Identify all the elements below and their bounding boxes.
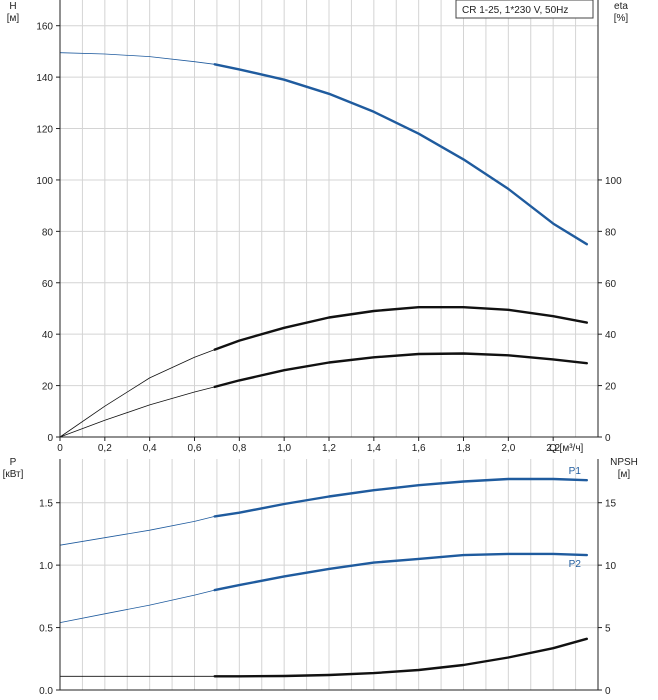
head-efficiency-series — [59, 52, 588, 438]
power-npsh-axes: 0.0 0.5 1.0 1.5 0 5 10 15 — [39, 459, 617, 697]
p-axis-unit: [кВт] — [3, 469, 24, 480]
series-0-1-thin — [59, 349, 215, 438]
series-0-2-line — [213, 352, 588, 389]
series-1-2-line — [213, 637, 588, 678]
left-tick-label: 0.5 — [39, 624, 53, 635]
left-tick-label: 100 — [36, 176, 53, 187]
right-tick-label: 80 — [605, 227, 617, 238]
x-tick-label: 0,4 — [143, 443, 157, 454]
head-efficiency-axes: 0 20 40 60 80 100 120 140 160 0 20 40 60 80 100 0 0,2 0,4… — [36, 0, 622, 454]
series-1-1-thin — [59, 589, 215, 623]
head-efficiency-grid — [59, 0, 599, 438]
x-tick-label: 1,2 — [322, 443, 336, 454]
series-0-2-thin — [59, 386, 215, 438]
eta-axis-unit: [%] — [614, 13, 629, 24]
x-tick-label: 0,8 — [232, 443, 246, 454]
right-tick-label: 15 — [605, 499, 617, 510]
h-axis-unit: [м] — [7, 13, 20, 24]
x-tick-label: 0 — [57, 443, 63, 454]
right-tick-label: 5 — [605, 624, 611, 635]
left-tick-label: 0.0 — [39, 686, 53, 697]
right-tick-label: 0 — [605, 433, 611, 444]
q-axis-unit: Q [м³/ч] — [549, 443, 584, 454]
left-tick-label: 1.0 — [39, 561, 53, 572]
series-1-1-line — [213, 552, 588, 592]
right-tick-label: 100 — [605, 176, 622, 187]
x-tick-label: 2,2 — [546, 443, 560, 454]
left-tick-label: 40 — [42, 330, 54, 341]
x-tick-label: 2,0 — [501, 443, 515, 454]
left-tick-label: 80 — [42, 227, 54, 238]
series-label-p1: P1 — [569, 466, 582, 477]
x-tick-label: 1,4 — [367, 443, 381, 454]
p-axis-label: P — [10, 457, 17, 468]
power-npsh-series: P1 P2 — [59, 466, 588, 678]
left-tick-label: 1.5 — [39, 499, 53, 510]
series-0-0-line — [213, 63, 588, 246]
x-tick-label: 1,0 — [277, 443, 291, 454]
series-1-0-thin — [59, 516, 215, 546]
eta-axis-label: eta — [614, 1, 628, 12]
series-0-1-line — [213, 306, 588, 351]
npsh-axis-label: NPSH — [610, 457, 638, 468]
x-tick-label: 1,6 — [412, 443, 426, 454]
left-tick-label: 140 — [36, 73, 53, 84]
left-tick-label: 160 — [36, 22, 53, 33]
right-tick-label: 10 — [605, 561, 617, 572]
left-tick-label: 60 — [42, 279, 54, 290]
left-tick-label: 0 — [47, 433, 53, 444]
power-npsh-panel: P1 P2 0.0 0.5 1.0 1.5 0 5 10 15 P [кВт] NPSH [м] — [3, 457, 638, 697]
legend-text: CR 1-25, 1*230 V, 50Hz — [462, 5, 568, 16]
series-label-p2: P2 — [569, 559, 582, 570]
right-tick-label: 0 — [605, 686, 611, 697]
right-tick-label: 60 — [605, 279, 617, 290]
series-0-0-thin — [59, 52, 215, 65]
npsh-axis-unit: [м] — [618, 469, 631, 480]
legend-box — [455, 0, 594, 19]
x-tick-label: 0,6 — [188, 443, 202, 454]
x-tick-label: 1,8 — [457, 443, 471, 454]
h-axis-label: H — [9, 1, 16, 12]
left-tick-label: 20 — [42, 382, 54, 393]
head-efficiency-panel: 0 20 40 60 80 100 120 140 160 0 20 40 60 80 100 0 0,2 0,4… — [7, 0, 629, 454]
series-1-0-line — [213, 477, 588, 518]
left-tick-label: 120 — [36, 125, 53, 136]
x-tick-label: 0,2 — [98, 443, 112, 454]
right-tick-label: 20 — [605, 382, 617, 393]
right-tick-label: 40 — [605, 330, 617, 341]
